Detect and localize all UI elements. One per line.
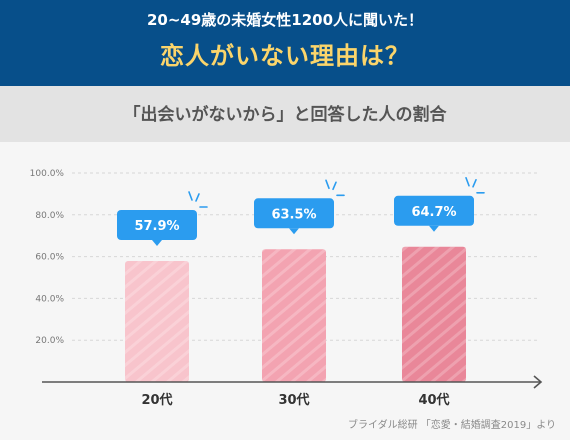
question-band bbox=[0, 86, 570, 142]
header-banner bbox=[0, 0, 570, 86]
y-tick-label: 40.0% bbox=[35, 294, 64, 304]
value-label: 63.5% bbox=[271, 207, 316, 222]
question-text: 「出会いがないから」と回答した人の割合 bbox=[123, 105, 447, 125]
value-bubble bbox=[394, 195, 474, 226]
value-bubble bbox=[254, 198, 334, 229]
x-tick-label: 20代 bbox=[141, 392, 172, 408]
emphasis-mark bbox=[195, 193, 200, 202]
bar-stripes bbox=[262, 249, 326, 382]
y-tick-label: 60.0% bbox=[35, 253, 64, 263]
emphasis-mark bbox=[325, 179, 330, 190]
page-title: 恋人がいない理由は？ bbox=[160, 42, 410, 70]
value-label: 64.7% bbox=[411, 205, 456, 220]
source-note: ブライダル総研 「恋愛・結婚調査2019」より bbox=[347, 420, 556, 431]
bar-stripes bbox=[125, 260, 189, 382]
value-label: 57.9% bbox=[134, 219, 179, 234]
bubble-pointer bbox=[152, 239, 162, 246]
survey-subtitle: 20~49歳の未婚女性1200人に聞いた！ bbox=[146, 11, 424, 29]
y-tick-label: 80.0% bbox=[35, 211, 64, 221]
emphasis-mark bbox=[472, 178, 477, 188]
chart-area: 57.9% 63.5% 64.7% 20.0% 40.0% 60.0% 80.0% 100.… bbox=[0, 142, 570, 440]
emphasis-mark bbox=[188, 191, 193, 201]
y-tick-label: 100.0% bbox=[30, 169, 65, 179]
bar-chart: 57.9% 63.5% 64.7% 20.0% 40.0% 60.0% 80.0% 100.… bbox=[30, 169, 543, 408]
emphasis-mark bbox=[332, 181, 337, 191]
bubble-pointer bbox=[429, 225, 439, 232]
emphasis-mark bbox=[465, 176, 470, 187]
x-tick-label: 30代 bbox=[278, 392, 309, 408]
value-bubble bbox=[117, 209, 197, 240]
x-tick-label: 40代 bbox=[418, 392, 449, 408]
bar-stripes bbox=[402, 246, 466, 382]
bubble-pointer bbox=[289, 228, 299, 235]
y-tick-label: 20.0% bbox=[35, 336, 64, 346]
x-axis-arrow bbox=[533, 375, 543, 389]
